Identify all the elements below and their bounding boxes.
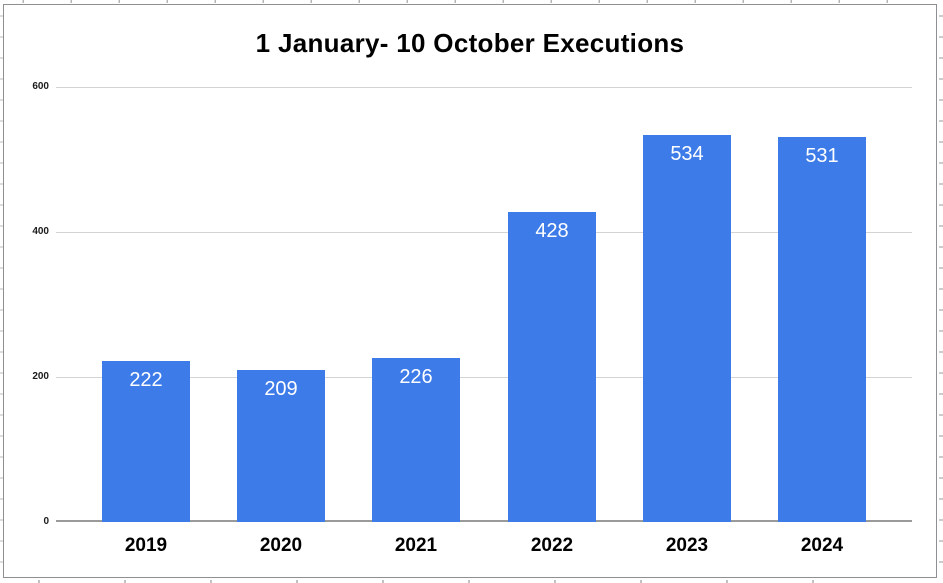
bar-2023[interactable]: 534 (643, 135, 731, 522)
spreadsheet-column-lines-top (0, 0, 943, 3)
gridline (56, 377, 912, 378)
spreadsheet-row-lines-right (939, 0, 943, 583)
bar-value-label: 534 (670, 143, 704, 165)
x-axis-label: 2019 (124, 535, 168, 556)
x-axis-label: 2023 (665, 535, 709, 556)
spreadsheet-row-lines-left (0, 0, 3, 583)
bar-2020[interactable]: 209 (237, 370, 325, 522)
plot-area: 222 209 226 428 534 531 (56, 87, 912, 522)
chart-title[interactable]: 1 January- 10 October Executions (255, 28, 685, 58)
y-axis-tick-label: 600 (32, 81, 49, 92)
spreadsheet-column-lines-bottom (0, 580, 943, 583)
bar-value-label: 226 (399, 366, 433, 388)
x-axis-label: 2022 (530, 535, 574, 556)
bar-2019[interactable]: 222 (102, 361, 190, 522)
x-axis-label: 2024 (800, 535, 844, 556)
x-axis-label: 2021 (394, 535, 438, 556)
x-axis: 2019 2020 2021 2022 2023 2024 (56, 532, 912, 566)
bar-2022[interactable]: 428 (508, 212, 596, 522)
y-axis-tick-label: 400 (32, 226, 49, 237)
x-axis-line (56, 520, 912, 522)
bar-value-label: 428 (535, 220, 569, 242)
bar-value-label: 209 (264, 378, 298, 400)
chart-canvas[interactable]: 1 January- 10 October Executions 0 200 400… (3, 4, 937, 578)
bar-2024[interactable]: 531 (778, 137, 866, 522)
gridline (56, 232, 912, 233)
bar-value-label: 222 (129, 369, 163, 391)
y-axis-tick-label: 0 (43, 516, 49, 527)
bar-value-label: 531 (805, 145, 839, 167)
y-axis-tick-label: 200 (32, 371, 49, 382)
bar-2021[interactable]: 226 (372, 358, 460, 522)
gridline (56, 87, 912, 88)
x-axis-label: 2020 (259, 535, 303, 556)
